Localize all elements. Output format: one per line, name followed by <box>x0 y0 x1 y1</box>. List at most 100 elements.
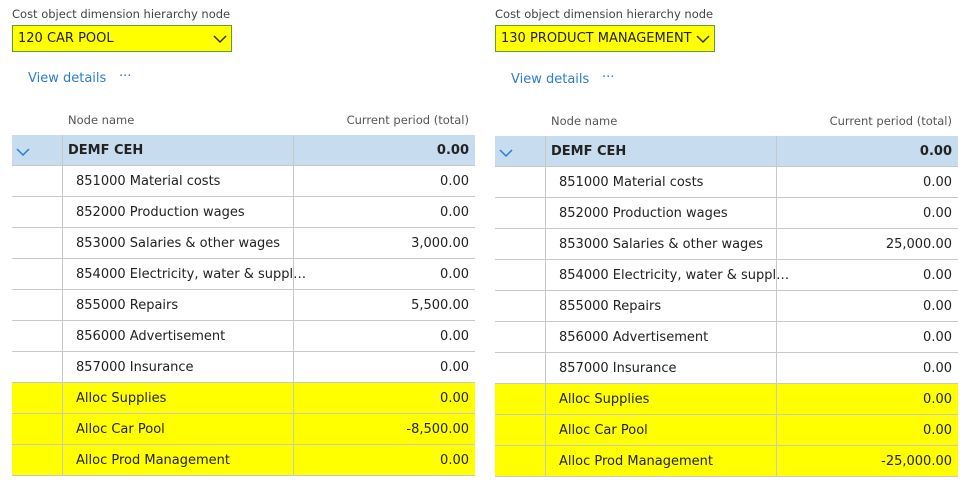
tree-row[interactable]: Alloc Prod Management 0.00 <box>12 445 475 476</box>
tree-row[interactable]: 852000 Production wages 0.00 <box>495 198 958 229</box>
row-border <box>495 291 958 322</box>
cell-divider <box>293 197 294 228</box>
root-row[interactable]: DEMF CEH 0.00 <box>495 136 958 167</box>
node-value: 0.00 <box>923 330 952 345</box>
node-value: 0.00 <box>440 174 469 189</box>
tree-row[interactable]: 853000 Salaries & other wages 25,000.00 <box>495 229 958 260</box>
node-name: 851000 Material costs <box>76 174 221 189</box>
column-header: Current period (total) <box>829 114 952 128</box>
node-value: 0.00 <box>923 423 952 438</box>
tree-row[interactable]: 852000 Production wages 0.00 <box>12 197 475 228</box>
field-label: Cost object dimension hierarchy node <box>12 7 231 21</box>
node-value: 0.00 <box>923 268 952 283</box>
tree-row[interactable]: Alloc Prod Management -25,000.00 <box>495 446 958 477</box>
node-value: 0.00 <box>440 205 469 220</box>
cell-divider <box>62 321 63 352</box>
node-name: Alloc Prod Management <box>76 453 230 468</box>
node-value: 0.00 <box>923 392 952 407</box>
cell-divider <box>293 383 294 414</box>
cell-divider <box>776 167 777 198</box>
cell-divider <box>62 290 63 321</box>
row-border <box>495 384 958 415</box>
tree-row[interactable]: 855000 Repairs 0.00 <box>495 291 958 322</box>
row-border <box>12 166 475 197</box>
row-border <box>495 415 958 446</box>
node-name: Alloc Car Pool <box>559 423 648 438</box>
node-value: 25,000.00 <box>885 237 952 252</box>
tree-row[interactable]: 854000 Electricity, water & suppl… 0.00 <box>495 260 958 291</box>
cell-divider <box>62 383 63 414</box>
cell-divider <box>62 259 63 290</box>
chevron <box>213 35 227 44</box>
tree-row[interactable]: Alloc Car Pool 0.00 <box>495 415 958 446</box>
row-border <box>495 446 958 477</box>
more-button[interactable]: ··· <box>119 69 132 84</box>
tree-row[interactable]: 851000 Material costs 0.00 <box>12 166 475 197</box>
cell-divider <box>293 414 294 445</box>
node-value: 0.00 <box>440 267 469 282</box>
cell-divider <box>62 197 63 228</box>
row-border <box>495 353 958 384</box>
cell-divider <box>545 446 546 477</box>
node-value: 5,500.00 <box>411 298 469 313</box>
row-border <box>12 414 475 445</box>
dropdown[interactable]: 130 PRODUCT MANAGEMENT <box>495 25 715 52</box>
cell-divider <box>293 259 294 290</box>
dropdown-value: 120 CAR POOL <box>18 31 114 46</box>
cell-divider <box>293 321 294 352</box>
cell-divider <box>545 229 546 260</box>
node-name: 854000 Electricity, water & suppl… <box>76 267 307 282</box>
tree-row[interactable]: Alloc Car Pool -8,500.00 <box>12 414 475 445</box>
cell-divider <box>62 166 63 197</box>
row-border <box>495 167 958 198</box>
row-border <box>495 136 958 167</box>
tree-row[interactable]: Alloc Supplies 0.00 <box>495 384 958 415</box>
tree-row[interactable]: 857000 Insurance 0.00 <box>495 353 958 384</box>
row-border <box>495 198 958 229</box>
tree-row[interactable]: 853000 Salaries & other wages 3,000.00 <box>12 228 475 259</box>
tree-row[interactable]: 855000 Repairs 5,500.00 <box>12 290 475 321</box>
cell-divider <box>545 384 546 415</box>
chevron <box>696 35 710 44</box>
cell-divider <box>545 291 546 322</box>
row-border <box>12 135 475 166</box>
cell-divider <box>293 352 294 383</box>
view-details[interactable]: View details <box>511 72 590 87</box>
cell-divider <box>776 446 777 477</box>
cell-divider <box>293 135 294 166</box>
node-name: DEMF CEH <box>551 144 627 159</box>
node-name: 853000 Salaries & other wages <box>76 236 281 251</box>
node-value: 0.00 <box>440 360 469 375</box>
tree-row[interactable]: 851000 Material costs 0.00 <box>495 167 958 198</box>
row-border <box>12 383 475 414</box>
node-value: 0.00 <box>923 361 952 376</box>
cell-divider <box>776 384 777 415</box>
column-header: Current period (total) <box>346 113 469 127</box>
view-details[interactable]: View details <box>28 71 107 86</box>
node-value: 0.00 <box>919 144 952 159</box>
row-border <box>12 352 475 383</box>
node-value: 0.00 <box>436 143 469 158</box>
node-name: 854000 Electricity, water & suppl… <box>559 268 790 283</box>
tree-row[interactable]: 856000 Advertisement 0.00 <box>12 321 475 352</box>
root-row[interactable]: DEMF CEH 0.00 <box>12 135 475 166</box>
dropdown[interactable]: 120 CAR POOL <box>12 25 232 52</box>
row-border <box>12 228 475 259</box>
tree-row[interactable]: Alloc Supplies 0.00 <box>12 383 475 414</box>
cell-divider <box>293 445 294 476</box>
node-name: Alloc Car Pool <box>76 422 165 437</box>
tree-row[interactable]: 857000 Insurance 0.00 <box>12 352 475 383</box>
cell-divider <box>776 136 777 167</box>
more-button[interactable]: ··· <box>602 70 615 85</box>
tree-row[interactable]: 854000 Electricity, water & suppl… 0.00 <box>12 259 475 290</box>
node-name: 855000 Repairs <box>76 298 179 313</box>
row-border <box>12 197 475 228</box>
cell-divider <box>293 166 294 197</box>
cell-divider <box>545 415 546 446</box>
node-name: 856000 Advertisement <box>76 329 226 344</box>
node-value: 0.00 <box>923 175 952 190</box>
tree-row[interactable]: 856000 Advertisement 0.00 <box>495 322 958 353</box>
row-border <box>12 290 475 321</box>
cell-divider <box>62 445 63 476</box>
